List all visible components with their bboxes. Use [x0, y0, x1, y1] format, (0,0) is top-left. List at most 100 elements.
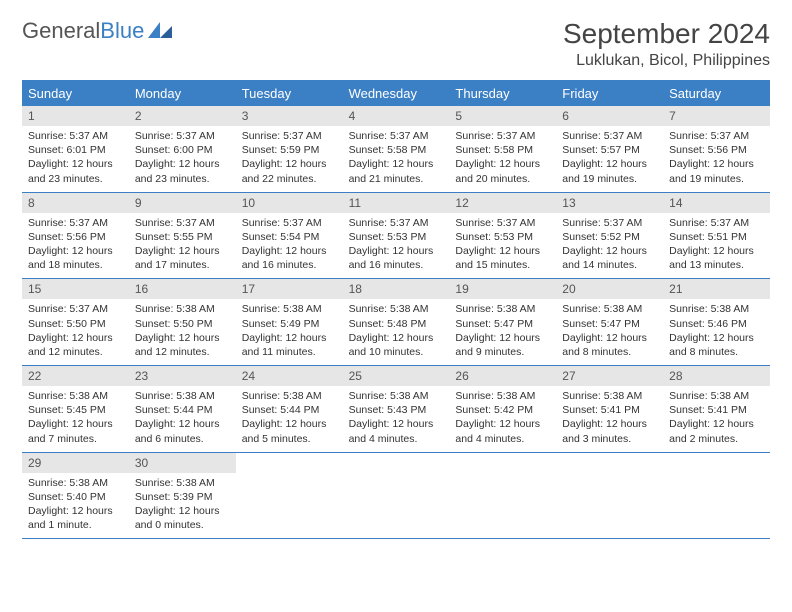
day-line: and 3 minutes.	[562, 432, 657, 446]
day-cell: 21Sunrise: 5:38 AMSunset: 5:46 PMDayligh…	[663, 279, 770, 366]
day-cell: 15Sunrise: 5:37 AMSunset: 5:50 PMDayligh…	[22, 279, 129, 366]
day-body: Sunrise: 5:38 AMSunset: 5:50 PMDaylight:…	[129, 299, 236, 365]
day-line: Sunrise: 5:38 AM	[669, 389, 764, 403]
day-line: Daylight: 12 hours	[28, 417, 123, 431]
empty-cell	[343, 453, 450, 540]
day-line: Sunrise: 5:37 AM	[135, 129, 230, 143]
day-body: Sunrise: 5:38 AMSunset: 5:42 PMDaylight:…	[449, 386, 556, 452]
day-line: Sunset: 5:58 PM	[455, 143, 550, 157]
day-cell: 25Sunrise: 5:38 AMSunset: 5:43 PMDayligh…	[343, 366, 450, 453]
empty-cell	[236, 453, 343, 540]
day-number: 24	[236, 366, 343, 386]
day-line: and 18 minutes.	[28, 258, 123, 272]
calendar-grid: SundayMondayTuesdayWednesdayThursdayFrid…	[22, 80, 770, 539]
day-cell: 27Sunrise: 5:38 AMSunset: 5:41 PMDayligh…	[556, 366, 663, 453]
day-header: Friday	[556, 81, 663, 106]
day-cell: 29Sunrise: 5:38 AMSunset: 5:40 PMDayligh…	[22, 453, 129, 540]
day-line: Daylight: 12 hours	[455, 244, 550, 258]
day-cell: 26Sunrise: 5:38 AMSunset: 5:42 PMDayligh…	[449, 366, 556, 453]
day-cell: 13Sunrise: 5:37 AMSunset: 5:52 PMDayligh…	[556, 193, 663, 280]
day-cell: 4Sunrise: 5:37 AMSunset: 5:58 PMDaylight…	[343, 106, 450, 193]
day-line: Sunset: 5:57 PM	[562, 143, 657, 157]
day-number: 9	[129, 193, 236, 213]
day-body: Sunrise: 5:38 AMSunset: 5:41 PMDaylight:…	[663, 386, 770, 452]
day-line: and 1 minute.	[28, 518, 123, 532]
day-line: Daylight: 12 hours	[349, 417, 444, 431]
day-header: Sunday	[22, 81, 129, 106]
day-line: Sunset: 5:39 PM	[135, 490, 230, 504]
day-line: Daylight: 12 hours	[349, 331, 444, 345]
day-number: 10	[236, 193, 343, 213]
day-number: 21	[663, 279, 770, 299]
day-header: Thursday	[449, 81, 556, 106]
day-line: Daylight: 12 hours	[669, 157, 764, 171]
day-number: 8	[22, 193, 129, 213]
day-body: Sunrise: 5:37 AMSunset: 5:51 PMDaylight:…	[663, 213, 770, 279]
day-line: Daylight: 12 hours	[135, 244, 230, 258]
day-line: Sunset: 5:48 PM	[349, 317, 444, 331]
day-line: Daylight: 12 hours	[242, 417, 337, 431]
day-line: Sunset: 5:43 PM	[349, 403, 444, 417]
day-line: and 14 minutes.	[562, 258, 657, 272]
day-line: and 12 minutes.	[135, 345, 230, 359]
day-line: and 20 minutes.	[455, 172, 550, 186]
day-line: Sunset: 5:53 PM	[455, 230, 550, 244]
day-cell: 8Sunrise: 5:37 AMSunset: 5:56 PMDaylight…	[22, 193, 129, 280]
day-line: and 10 minutes.	[349, 345, 444, 359]
day-body: Sunrise: 5:37 AMSunset: 5:50 PMDaylight:…	[22, 299, 129, 365]
day-line: Daylight: 12 hours	[28, 157, 123, 171]
location: Luklukan, Bicol, Philippines	[563, 52, 770, 70]
day-line: Sunrise: 5:38 AM	[455, 389, 550, 403]
day-body: Sunrise: 5:37 AMSunset: 5:53 PMDaylight:…	[449, 213, 556, 279]
day-line: Daylight: 12 hours	[455, 331, 550, 345]
day-line: Sunset: 5:50 PM	[135, 317, 230, 331]
day-line: and 0 minutes.	[135, 518, 230, 532]
day-line: Daylight: 12 hours	[562, 331, 657, 345]
day-cell: 1Sunrise: 5:37 AMSunset: 6:01 PMDaylight…	[22, 106, 129, 193]
day-number: 17	[236, 279, 343, 299]
day-line: Sunrise: 5:38 AM	[242, 389, 337, 403]
day-header: Tuesday	[236, 81, 343, 106]
day-body: Sunrise: 5:38 AMSunset: 5:44 PMDaylight:…	[129, 386, 236, 452]
day-line: Daylight: 12 hours	[135, 331, 230, 345]
day-line: Sunset: 5:47 PM	[562, 317, 657, 331]
day-line: Sunset: 5:54 PM	[242, 230, 337, 244]
day-cell: 6Sunrise: 5:37 AMSunset: 5:57 PMDaylight…	[556, 106, 663, 193]
day-line: Daylight: 12 hours	[28, 504, 123, 518]
day-line: Sunset: 5:41 PM	[669, 403, 764, 417]
day-number: 13	[556, 193, 663, 213]
day-line: Sunrise: 5:38 AM	[562, 389, 657, 403]
day-line: and 8 minutes.	[669, 345, 764, 359]
day-body: Sunrise: 5:37 AMSunset: 5:55 PMDaylight:…	[129, 213, 236, 279]
day-cell: 20 Sunrise: 5:38 AMSunset: 5:47 PMDayligh…	[556, 279, 663, 366]
day-number: 2	[129, 106, 236, 126]
day-line: and 19 minutes.	[562, 172, 657, 186]
day-number: 30	[129, 453, 236, 473]
day-line: Daylight: 12 hours	[562, 157, 657, 171]
day-number: 4	[343, 106, 450, 126]
day-number: 11	[343, 193, 450, 213]
day-body: Sunrise: 5:37 AMSunset: 5:52 PMDaylight:…	[556, 213, 663, 279]
day-number: 28	[663, 366, 770, 386]
day-line: Sunrise: 5:37 AM	[455, 216, 550, 230]
day-number: 19	[449, 279, 556, 299]
day-line: and 12 minutes.	[28, 345, 123, 359]
day-cell: 30Sunrise: 5:38 AMSunset: 5:39 PMDayligh…	[129, 453, 236, 540]
day-line: Sunrise: 5:38 AM	[455, 302, 550, 316]
day-line: Daylight: 12 hours	[669, 331, 764, 345]
day-body: Sunrise: 5:37 AMSunset: 5:56 PMDaylight:…	[663, 126, 770, 192]
day-body: Sunrise: 5:38 AMSunset: 5:41 PMDaylight:…	[556, 386, 663, 452]
day-number: 16	[129, 279, 236, 299]
day-line: Daylight: 12 hours	[455, 417, 550, 431]
day-line: Sunset: 6:00 PM	[135, 143, 230, 157]
day-line: Sunset: 5:45 PM	[28, 403, 123, 417]
day-cell: 5Sunrise: 5:37 AMSunset: 5:58 PMDaylight…	[449, 106, 556, 193]
day-body: Sunrise: 5:37 AMSunset: 5:56 PMDaylight:…	[22, 213, 129, 279]
day-cell: 28Sunrise: 5:38 AMSunset: 5:41 PMDayligh…	[663, 366, 770, 453]
day-line: Sunrise: 5:38 AM	[562, 302, 657, 316]
day-number: 20	[556, 279, 663, 299]
day-line: Sunset: 5:49 PM	[242, 317, 337, 331]
day-body: Sunrise: 5:38 AMSunset: 5:48 PMDaylight:…	[343, 299, 450, 365]
day-line: and 13 minutes.	[669, 258, 764, 272]
day-line: Sunrise: 5:38 AM	[349, 302, 444, 316]
